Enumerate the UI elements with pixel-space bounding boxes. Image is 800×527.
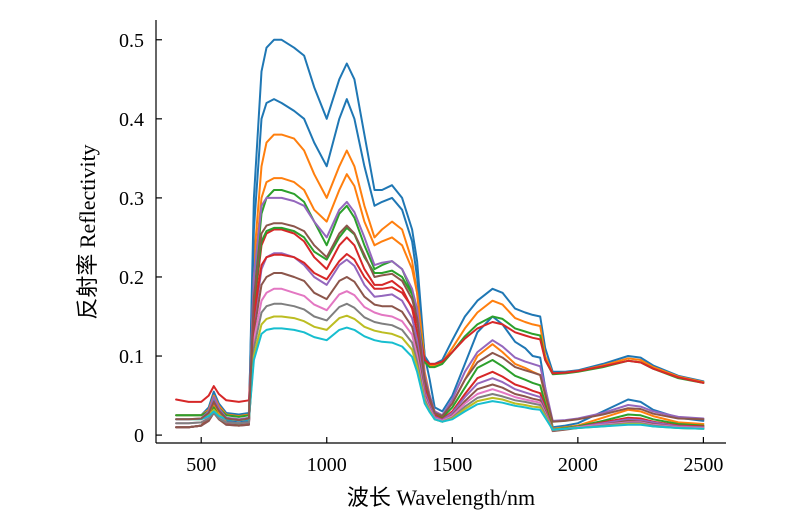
x-tick-label: 2000	[558, 454, 598, 476]
x-axis-ticks: 500 1000 1500 2000 2500	[186, 437, 723, 476]
x-tick-label: 1500	[432, 454, 472, 476]
plot-area	[175, 38, 705, 433]
x-tick-label: 500	[186, 454, 216, 476]
spectrum-line-16	[175, 222, 705, 423]
axes	[155, 20, 726, 444]
y-axis-ticks: 0 0.1 0.2 0.3 0.4 0.5	[119, 30, 162, 447]
y-tick-label: 0	[134, 425, 144, 447]
y-tick-label: 0.1	[119, 346, 144, 368]
x-tick-label: 2500	[683, 454, 723, 476]
y-axis-label: 反射率 Reflectivity	[75, 144, 100, 319]
x-axis-label: 波长 Wavelength/nm	[347, 485, 535, 510]
y-tick-label: 0.3	[119, 188, 144, 210]
y-tick-label: 0.5	[119, 30, 144, 52]
y-tick-label: 0.4	[119, 109, 144, 131]
y-tick-label: 0.2	[119, 267, 144, 289]
x-tick-label: 1000	[307, 454, 347, 476]
